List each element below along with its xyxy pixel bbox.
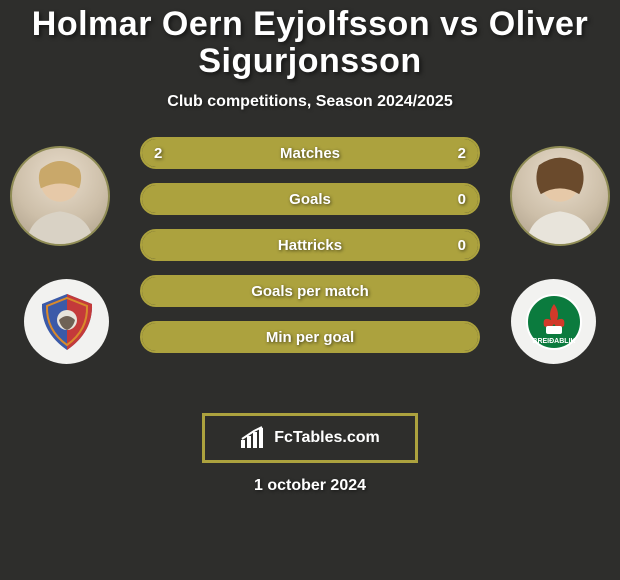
player-right-silhouette-icon — [512, 148, 608, 244]
stat-value-right: 0 — [458, 231, 466, 259]
player-right-club-crest: BREIÐABLIK — [511, 279, 596, 364]
player-right-portrait — [510, 146, 610, 246]
club-left-crest-icon — [37, 292, 97, 352]
stat-row: 0Goals — [140, 183, 480, 215]
brand-badge[interactable]: FcTables.com — [202, 413, 418, 463]
player-left-club-crest — [24, 279, 109, 364]
stat-value-left: 2 — [154, 139, 162, 167]
brand-text: FcTables.com — [274, 429, 380, 447]
stat-fill-left — [142, 277, 478, 305]
page-title: Holmar Oern Eyjolfsson vs Oliver Sigurjo… — [0, 0, 620, 79]
as-of-date: 1 october 2024 — [0, 477, 620, 495]
stat-value-right: 2 — [458, 139, 466, 167]
comparison-body: BREIÐABLIK 22Matches0Goals0HattricksGoal… — [0, 141, 620, 401]
player-left-silhouette-icon — [12, 148, 108, 244]
stat-row: 0Hattricks — [140, 229, 480, 261]
stat-row: Goals per match — [140, 275, 480, 307]
player-left-portrait — [10, 146, 110, 246]
comparison-card: Holmar Oern Eyjolfsson vs Oliver Sigurjo… — [0, 0, 620, 580]
stat-fill-right — [310, 139, 478, 167]
stat-bars: 22Matches0Goals0HattricksGoals per match… — [140, 137, 480, 367]
club-right-crest-icon: BREIÐABLIK — [524, 292, 584, 352]
stat-row: 22Matches — [140, 137, 480, 169]
stat-row: Min per goal — [140, 321, 480, 353]
stat-value-right: 0 — [458, 185, 466, 213]
brand-chart-icon — [240, 426, 268, 450]
stat-fill-left — [142, 323, 478, 351]
svg-text:BREIÐABLIK: BREIÐABLIK — [532, 338, 575, 345]
subtitle: Club competitions, Season 2024/2025 — [0, 93, 620, 111]
stat-fill-left — [142, 185, 478, 213]
stat-fill-left — [142, 139, 310, 167]
stat-fill-left — [142, 231, 478, 259]
